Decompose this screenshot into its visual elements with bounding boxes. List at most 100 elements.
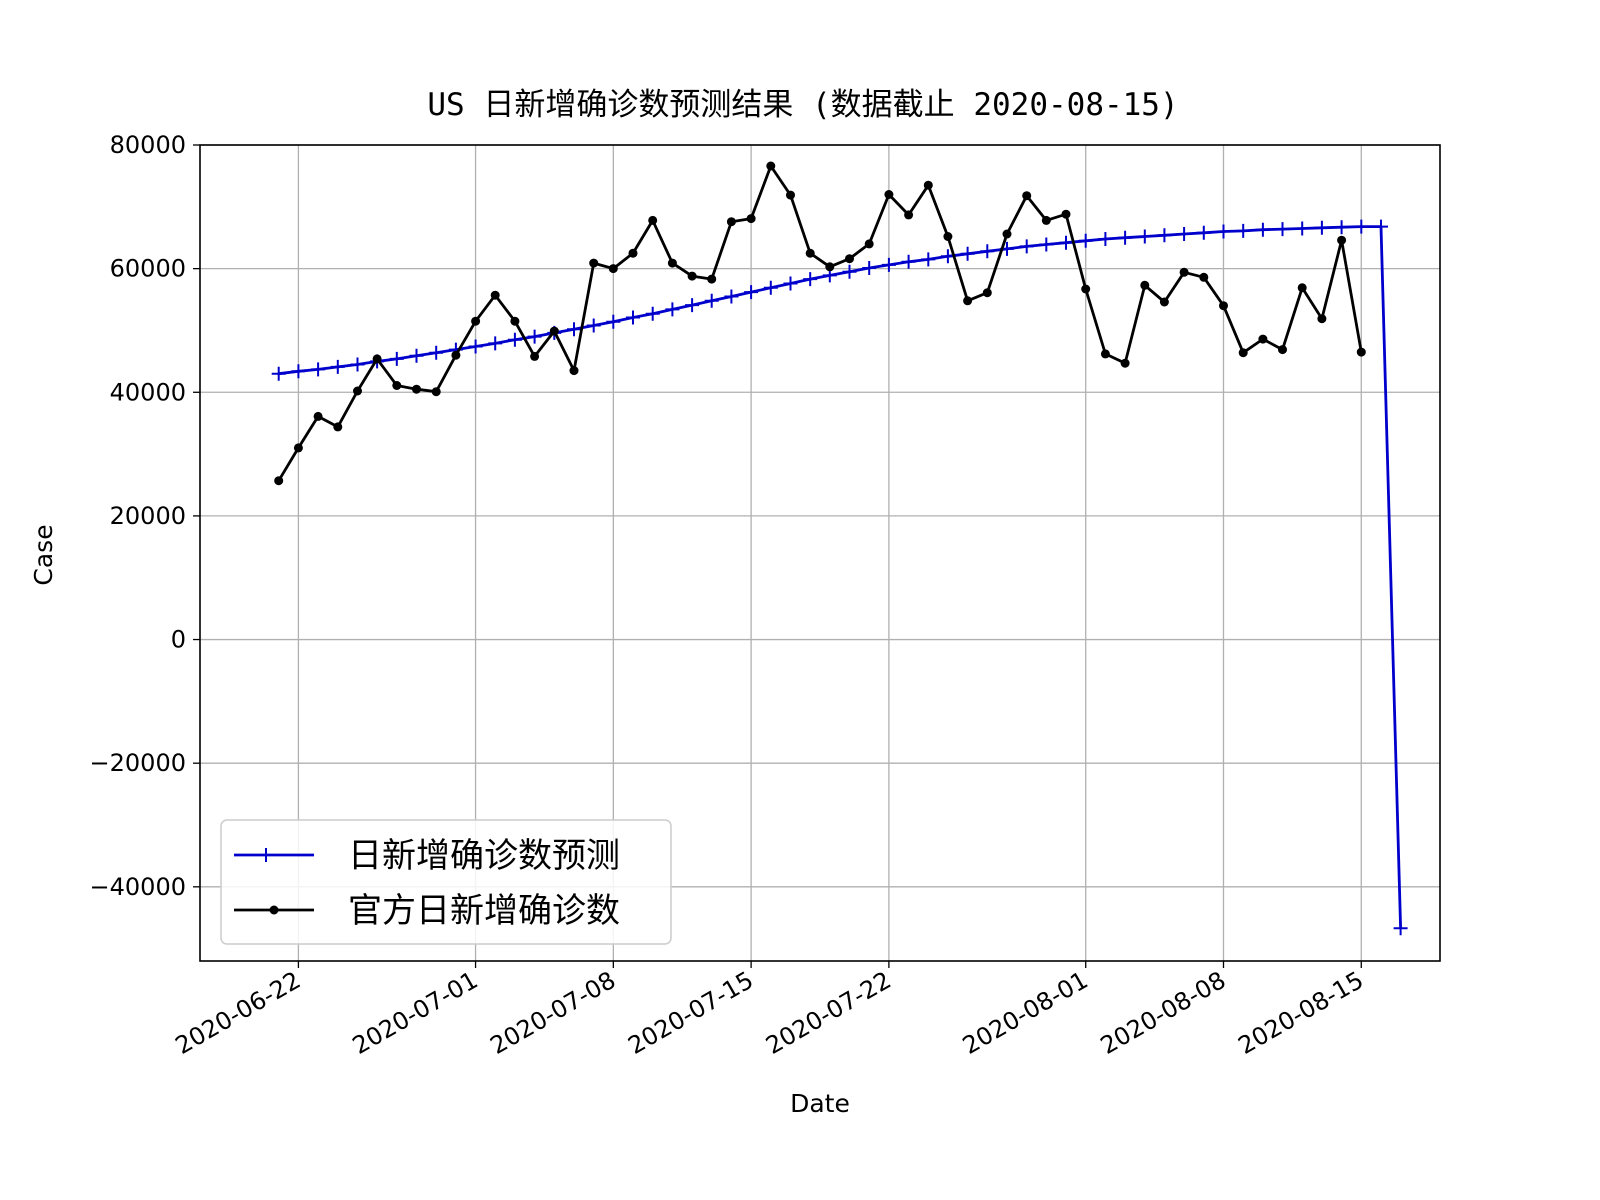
y-tick-label: 20000 (110, 502, 186, 530)
y-tick-label: −20000 (90, 749, 186, 777)
forecast-point (704, 293, 719, 308)
official-point (1297, 283, 1307, 293)
official-line (277, 164, 1363, 482)
forecast-point (507, 332, 522, 347)
y-tick-label: −40000 (90, 873, 186, 901)
forecast-point (1196, 225, 1211, 240)
forecast-point (685, 298, 700, 313)
official-point (1002, 229, 1012, 239)
legend-box (220, 819, 672, 945)
forecast-point (389, 351, 404, 366)
forecast-point (783, 276, 798, 291)
x-axis-label: Date (790, 1089, 850, 1118)
official-point (1278, 345, 1287, 355)
official-point (1041, 215, 1051, 225)
official-point (746, 214, 756, 224)
forecast-point (960, 246, 975, 261)
official-point (412, 384, 421, 394)
forecast-point (862, 261, 877, 275)
official-point (884, 190, 894, 199)
forecast-point (665, 302, 680, 317)
official-point (963, 296, 973, 306)
x-tick-label: 2020-07-01 (348, 966, 483, 1060)
forecast-point (586, 318, 601, 333)
forecast-point (350, 357, 365, 372)
legend-marker-official (269, 905, 279, 915)
forecast-point (842, 264, 857, 279)
official-point (313, 411, 323, 421)
official-point (451, 350, 461, 360)
forecast-point (645, 306, 660, 321)
official-point (1159, 297, 1169, 307)
plot-frame (199, 144, 1441, 962)
official-point (1356, 347, 1366, 357)
official-point (1140, 280, 1150, 290)
forecast-point (311, 362, 326, 377)
forecast-point (1118, 230, 1133, 245)
official-point (353, 386, 362, 396)
y-tick-label: 0 (171, 626, 186, 654)
y-tick-label: 60000 (110, 255, 186, 283)
official-point (1022, 191, 1032, 201)
forecast-point (271, 366, 286, 381)
forecast-point (626, 310, 640, 325)
forecast-point (1078, 233, 1093, 248)
official-point (943, 232, 953, 241)
legend-label-official: 官方日新增确诊数 (348, 891, 620, 931)
official-point (825, 262, 835, 272)
forecast-point (921, 252, 936, 267)
forecast-point (1374, 219, 1388, 234)
official-point (687, 271, 697, 281)
official-point (766, 161, 776, 171)
legend-label-forecast: 日新增确诊数预测 (348, 836, 620, 876)
official-point (549, 326, 559, 336)
forecast-point (724, 289, 739, 304)
forecast-point (330, 359, 345, 374)
forecast-point (1157, 228, 1172, 243)
forecast-point (1019, 239, 1034, 254)
grid-lines (200, 144, 1440, 961)
official-point (904, 210, 914, 220)
official-point (845, 254, 854, 264)
official-point (510, 316, 520, 326)
forecast-line (278, 225, 1402, 929)
official-point (923, 180, 933, 190)
forecast-point (429, 345, 444, 360)
forecast-point (1039, 237, 1054, 252)
legend-marker-forecast (259, 848, 273, 862)
official-point (667, 258, 677, 268)
series-group (271, 161, 1408, 936)
forecast-point (468, 339, 483, 354)
x-axis: 2020-06-22 2020-07-01 2020-07-08 2020-07-15… (171, 961, 1368, 1060)
forecast-point (606, 314, 621, 329)
forecast-point (1059, 235, 1073, 250)
forecast-point (1334, 220, 1349, 235)
x-tick-label: 2020-08-01 (958, 966, 1093, 1060)
forecast-point (1354, 219, 1369, 234)
series-official (274, 161, 1366, 486)
official-point (431, 387, 441, 397)
forecast-point (1236, 223, 1251, 238)
forecast-point (488, 336, 503, 351)
forecast-point (409, 348, 424, 363)
official-point (1337, 235, 1347, 245)
official-point (707, 274, 717, 284)
forecast-point (1295, 221, 1310, 236)
forecast-point (1275, 222, 1290, 237)
y-tick-label: 80000 (110, 131, 186, 159)
official-point (628, 248, 638, 258)
forecast-point (527, 329, 542, 344)
official-point (1179, 267, 1189, 277)
official-point (1120, 358, 1130, 368)
forecast-point (1393, 921, 1408, 936)
x-tick-label: 2020-08-08 (1096, 966, 1231, 1060)
official-point (333, 422, 343, 432)
chart-title: US 日新增确诊数预测结果 (数据截止 2020-08-15) (427, 87, 1178, 123)
y-axis-label: Case (29, 524, 58, 585)
forecast-point (881, 257, 896, 272)
official-point (372, 354, 382, 364)
official-point (1199, 272, 1209, 282)
official-point (274, 476, 284, 486)
y-axis: 80000 60000 40000 20000 0 −20000 −40000 (90, 131, 200, 901)
